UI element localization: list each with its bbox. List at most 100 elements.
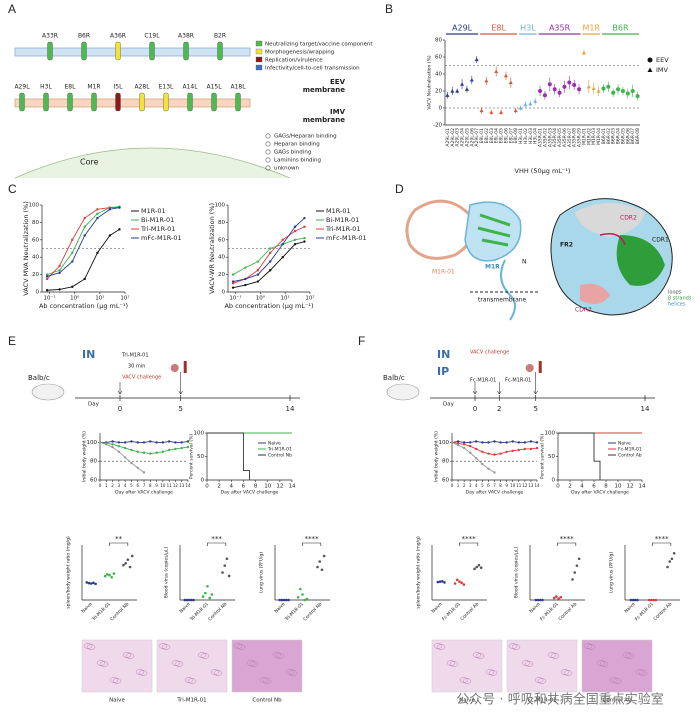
x-tick-label: B6R-04 (616, 128, 622, 144)
x-tick-label: A29L-07 (474, 128, 480, 147)
point (586, 84, 591, 89)
y-tick-label: 80 (218, 220, 225, 226)
x-tick-label: B6R-07 (630, 128, 636, 144)
point (575, 564, 579, 567)
point (305, 597, 309, 601)
protein-label: H3L (40, 84, 52, 91)
y-axis-label: Lung virus (PFU/g) (609, 552, 615, 594)
histology-texture (475, 653, 485, 659)
point (130, 440, 133, 443)
point (462, 443, 466, 446)
point (503, 73, 508, 78)
y-tick-label: -20 (433, 123, 442, 129)
point (142, 471, 146, 474)
point (45, 275, 49, 278)
x-tick-label: 3 (118, 483, 121, 488)
point (225, 557, 229, 561)
histology-texture (596, 660, 606, 666)
point (436, 580, 440, 584)
x-tick-label: 4 (124, 483, 127, 488)
legend-label: Control Nb (268, 453, 292, 459)
x-tick-label: H3L-02 (523, 128, 529, 144)
point (438, 580, 442, 583)
y-tick-label: 100 (87, 440, 98, 446)
significance-bracket (302, 542, 322, 546)
point (210, 593, 214, 596)
histology-texture (99, 661, 109, 667)
point (499, 452, 502, 455)
x-tick-label: E8L-07 (508, 128, 514, 144)
x-tick-label: 6 (487, 483, 490, 488)
histology-texture (586, 644, 596, 650)
point (142, 451, 146, 454)
x-tick-label: E8L-04 (494, 128, 500, 144)
point (542, 93, 547, 98)
point (161, 441, 165, 444)
imv-label: membrane (303, 116, 346, 124)
point (123, 441, 127, 444)
histology-texture (109, 677, 119, 683)
histology-texture (285, 669, 295, 675)
x-tick-label: 0 (205, 484, 209, 490)
point (450, 441, 454, 444)
point (475, 457, 478, 460)
x-tick-label: E8L-02 (484, 128, 490, 144)
protein-label: C19L (144, 33, 160, 40)
point (489, 110, 494, 114)
point (650, 598, 653, 602)
protein (183, 41, 189, 61)
x-tick-label: 14 (185, 483, 191, 488)
y-tick-label: 0 (36, 290, 40, 296)
x-tick-label: 1 (105, 483, 108, 488)
point (282, 598, 286, 602)
point (256, 273, 260, 276)
point (487, 441, 490, 444)
point (523, 102, 528, 107)
x-tick-label: 4 (580, 484, 584, 490)
y-tick-label: 80 (32, 220, 39, 226)
point (505, 450, 508, 453)
point (71, 260, 74, 263)
protein (187, 92, 193, 112)
x-axis-label: VHH (50μg mL⁻¹) (515, 167, 571, 175)
point (58, 264, 61, 268)
histology-texture (511, 644, 521, 650)
point (629, 598, 633, 602)
significance: **** (462, 535, 477, 543)
y-axis-label: Blood virus (copies/μL) (164, 547, 170, 599)
group-label: B6R (612, 24, 629, 33)
group-label: H3L (520, 24, 536, 33)
point (231, 286, 235, 289)
significance: **** (655, 535, 670, 543)
point (293, 242, 297, 246)
legend-label: Naive (618, 441, 631, 447)
point (231, 273, 235, 276)
y-tick-label: 80 (442, 459, 449, 465)
legend-label: Tri-M1R-01 (325, 225, 360, 233)
point (186, 440, 190, 443)
legend-label: Fc-M1R-01 (618, 447, 642, 453)
core-label: Core (80, 158, 99, 167)
point (481, 450, 484, 453)
point (118, 228, 121, 231)
protein-label: A14L (182, 84, 198, 91)
group-label: M1R (582, 24, 600, 33)
histology-texture (462, 678, 472, 684)
point (58, 288, 61, 291)
binding-label: GAGs binding (274, 150, 311, 156)
point (458, 580, 461, 583)
x-tick-label: 10 (615, 484, 622, 490)
histology-texture (122, 652, 132, 658)
point (85, 581, 89, 584)
point (108, 573, 111, 577)
histology-texture (161, 644, 171, 650)
timeline-note: Fc-M1R-01 (505, 378, 531, 384)
x-tick-label: Naive (80, 601, 93, 614)
group-label: A35R (549, 24, 571, 33)
point (293, 238, 297, 241)
binding-symbol (265, 141, 271, 147)
x-axis-label: Ab concentration (μg mL⁻¹) (39, 302, 128, 310)
point (573, 571, 577, 574)
y-axis-label: Percent survival (%) (540, 434, 546, 479)
day-number: 0 (473, 405, 477, 413)
